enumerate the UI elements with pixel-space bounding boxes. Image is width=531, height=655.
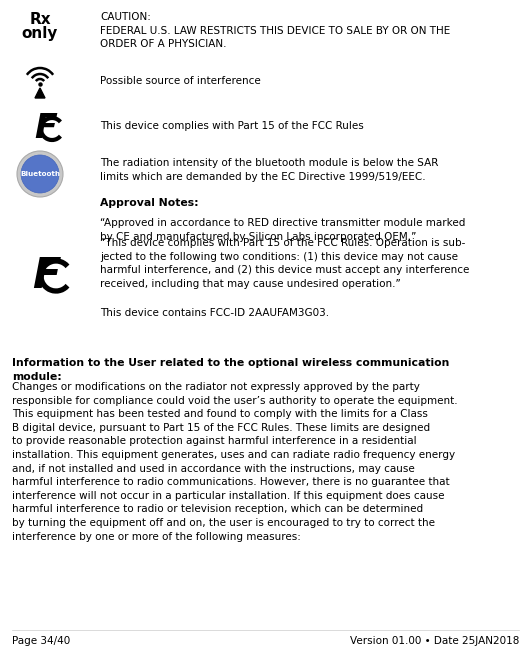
Text: This device complies with Part 15 of the FCC Rules: This device complies with Part 15 of the… (100, 121, 364, 131)
Text: F: F (32, 255, 61, 297)
Text: Information to the User related to the optional wireless communication
module:: Information to the User related to the o… (12, 358, 449, 382)
Text: This device contains FCC-ID 2AAUFAM3G03.: This device contains FCC-ID 2AAUFAM3G03. (100, 308, 329, 318)
Text: The radiation intensity of the bluetooth module is below the SAR
limits which ar: The radiation intensity of the bluetooth… (100, 158, 439, 181)
Text: Page 34/40: Page 34/40 (12, 636, 70, 646)
Text: F: F (34, 113, 57, 145)
Polygon shape (35, 88, 45, 98)
Text: Possible source of interference: Possible source of interference (100, 76, 261, 86)
Text: Bluetooth: Bluetooth (20, 171, 60, 177)
Circle shape (17, 151, 63, 197)
Text: Version 01.00 • Date 25JAN2018: Version 01.00 • Date 25JAN2018 (349, 636, 519, 646)
Text: “Approved in accordance to RED directive transmitter module marked
by CE and man: “Approved in accordance to RED directive… (100, 218, 465, 242)
Text: CAUTION:
FEDERAL U.S. LAW RESTRICTS THIS DEVICE TO SALE BY OR ON THE
ORDER OF A : CAUTION: FEDERAL U.S. LAW RESTRICTS THIS… (100, 12, 450, 49)
Text: only: only (22, 26, 58, 41)
Text: Approval Notes:: Approval Notes: (100, 198, 199, 208)
Circle shape (21, 155, 59, 193)
Text: Rx: Rx (29, 12, 51, 27)
Text: Changes or modifications on the radiator not expressly approved by the party
res: Changes or modifications on the radiator… (12, 382, 458, 542)
Text: “This device complies with Part 15 of the FCC Rules. Operation is sub-
jected to: “This device complies with Part 15 of th… (100, 238, 469, 289)
